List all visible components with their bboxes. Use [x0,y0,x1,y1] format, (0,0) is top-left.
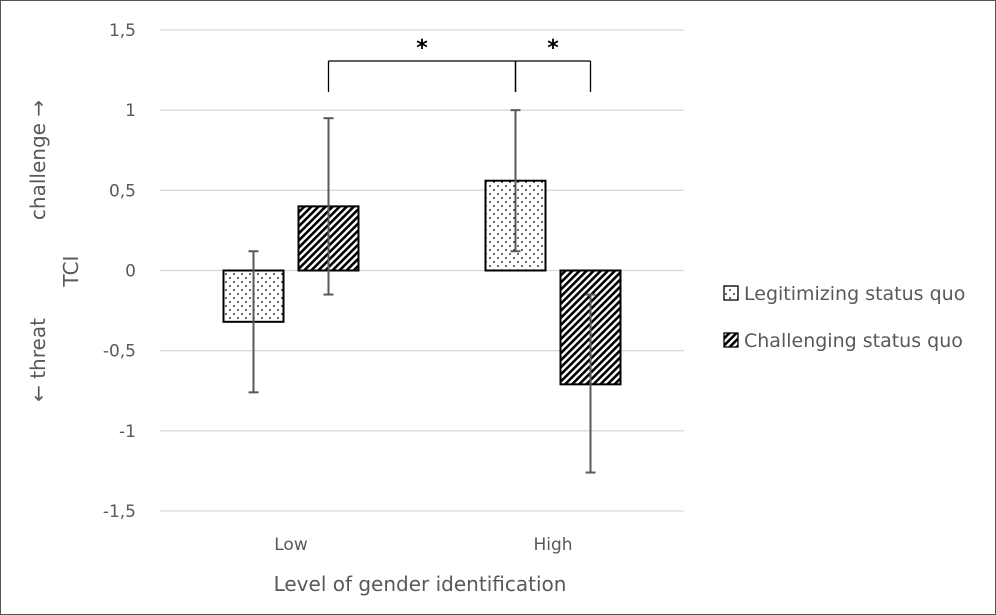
significance-star: * [416,36,428,61]
legend-swatch-legitimizing [723,285,739,301]
y-tick-labels: 1,5 1 0,5 0 -0,5 -1 -1,5 [103,21,136,522]
error-bars [248,109,596,474]
x-axis-title: Level of gender identification [274,572,567,596]
y-axis-threat-label: ← threat [26,318,50,402]
x-tick-label: High [533,535,572,555]
significance-star: * [547,36,559,61]
y-tick-label: 0 [125,262,136,282]
y-axis-challenge-label: challenge → [26,100,50,220]
x-tick-labels: Low High [274,535,572,555]
y-tick-label: 1,5 [109,21,136,41]
y-axis-title: TCI [59,256,83,288]
y-tick-label: 1 [125,101,136,121]
y-tick-label: -1,5 [103,502,136,522]
y-tick-label: -1 [119,422,136,442]
legend: Legitimizing status quo Challenging stat… [723,283,965,352]
significance-brackets: * * [327,36,592,92]
legend-label-challenging: Challenging status quo [744,330,963,352]
x-tick-label: Low [274,535,308,555]
y-tick-label: 0,5 [109,181,136,201]
bars [222,179,622,386]
legend-swatch-challenging [723,332,739,348]
y-tick-label: -0,5 [103,342,136,362]
legend-label-legitimizing: Legitimizing status quo [744,283,965,305]
